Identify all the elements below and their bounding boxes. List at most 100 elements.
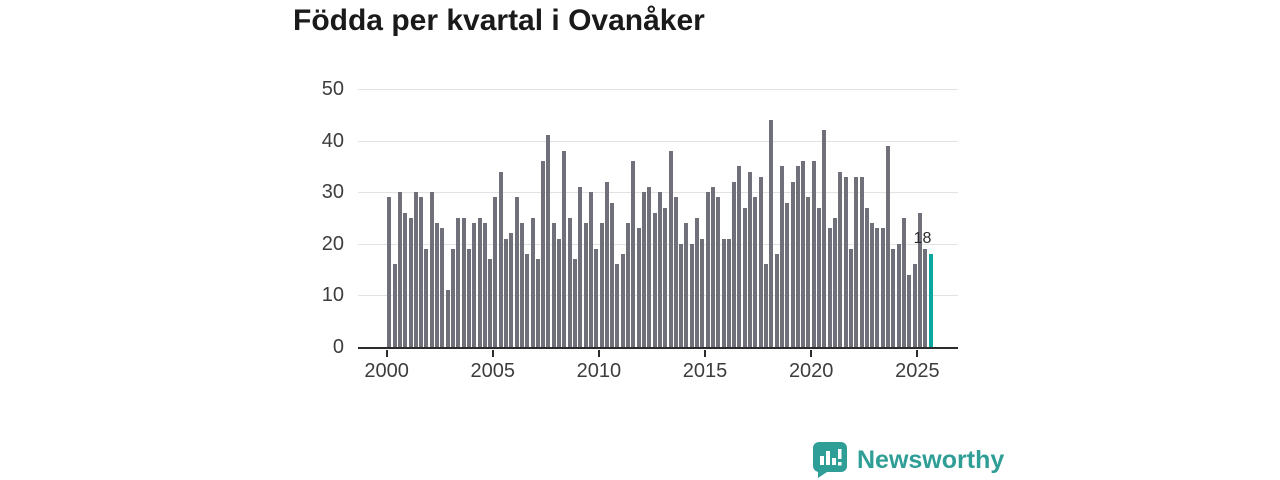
bar	[551, 223, 556, 347]
bar	[514, 197, 519, 347]
y-tick-label-40: 40	[321, 129, 344, 152]
bar	[477, 218, 482, 347]
bar	[880, 228, 885, 347]
bar	[817, 207, 822, 347]
bar	[886, 145, 891, 347]
bar	[424, 248, 429, 347]
bar	[854, 176, 859, 347]
bar	[610, 202, 615, 347]
bar	[519, 223, 524, 347]
bar	[710, 187, 715, 347]
bar	[774, 254, 779, 347]
bar	[403, 212, 408, 347]
bar	[705, 192, 710, 347]
bar	[811, 161, 816, 347]
bar	[498, 171, 503, 347]
x-tick-2000	[385, 349, 388, 357]
bar	[435, 223, 440, 347]
bar	[732, 181, 737, 347]
newsworthy-logo[interactable]: Newsworthy	[812, 441, 1004, 479]
bar	[450, 248, 455, 347]
bar	[535, 259, 540, 347]
logo-exclamation-stem	[838, 449, 842, 459]
bar	[859, 176, 864, 347]
bar	[493, 197, 498, 347]
x-tick-2025	[916, 349, 919, 357]
bar	[753, 197, 758, 347]
x-tick-label-2000: 2000	[364, 360, 409, 382]
bar	[870, 223, 875, 347]
x-tick-2015	[704, 349, 707, 357]
bar	[588, 192, 593, 347]
logo-exclamation-dot	[838, 462, 842, 466]
bar	[806, 197, 811, 347]
bar	[466, 248, 471, 347]
x-tick-2020	[810, 349, 813, 357]
bar	[573, 259, 577, 347]
bar	[901, 218, 906, 347]
bar	[801, 161, 806, 347]
x-tick-label-2005: 2005	[470, 360, 516, 382]
newsworthy-icon	[812, 442, 847, 478]
bar	[700, 238, 705, 347]
x-tick-2005	[491, 349, 494, 357]
newsworthy-wordmark: Newsworthy	[857, 445, 1005, 474]
bar	[843, 176, 848, 347]
bar	[620, 254, 625, 347]
x-tick-label-2020: 2020	[788, 360, 834, 382]
bar	[557, 238, 562, 347]
bar	[695, 218, 700, 347]
y-tick-label-30: 30	[321, 181, 344, 204]
bar	[833, 218, 837, 347]
bar	[896, 243, 901, 347]
bar	[615, 264, 620, 347]
latest-value-label: 18	[913, 230, 932, 248]
bar	[742, 207, 747, 347]
bar	[875, 228, 880, 347]
bar	[891, 248, 896, 347]
bar	[482, 223, 487, 347]
bar	[504, 238, 509, 347]
gridline-50	[358, 89, 958, 90]
bar	[907, 274, 912, 347]
chart-title: Födda per kvartal i Ovanåker	[293, 4, 705, 37]
bar	[530, 218, 535, 347]
y-tick-label-20: 20	[321, 232, 344, 255]
y-tick-label-0: 0	[332, 336, 344, 358]
bar	[748, 171, 753, 347]
bar	[387, 197, 392, 347]
bar	[689, 243, 694, 347]
bar	[525, 254, 530, 347]
logo-bar-2	[826, 451, 830, 465]
bar	[599, 223, 604, 347]
bar	[822, 130, 827, 347]
bar	[509, 233, 514, 347]
bar	[456, 218, 461, 347]
bar	[673, 197, 678, 347]
bar	[864, 207, 869, 347]
bar	[848, 248, 853, 347]
bar	[392, 264, 397, 347]
bar	[461, 218, 466, 347]
bar	[657, 192, 662, 347]
bar	[546, 135, 551, 347]
gridline-40	[358, 140, 958, 142]
bar	[663, 207, 668, 347]
bar	[445, 290, 450, 347]
bar	[726, 238, 731, 347]
bar	[419, 197, 424, 347]
bar	[912, 264, 917, 347]
bar	[488, 259, 493, 347]
x-tick-label-2025: 2025	[895, 360, 940, 382]
bar	[785, 202, 790, 347]
bar	[790, 181, 795, 347]
bar	[721, 238, 726, 347]
y-tick-label-10: 10	[321, 284, 344, 307]
bar	[827, 228, 832, 347]
bar	[641, 192, 646, 347]
bar	[626, 223, 631, 347]
bar	[764, 264, 769, 347]
bar	[758, 176, 763, 347]
plot-area	[358, 89, 958, 349]
